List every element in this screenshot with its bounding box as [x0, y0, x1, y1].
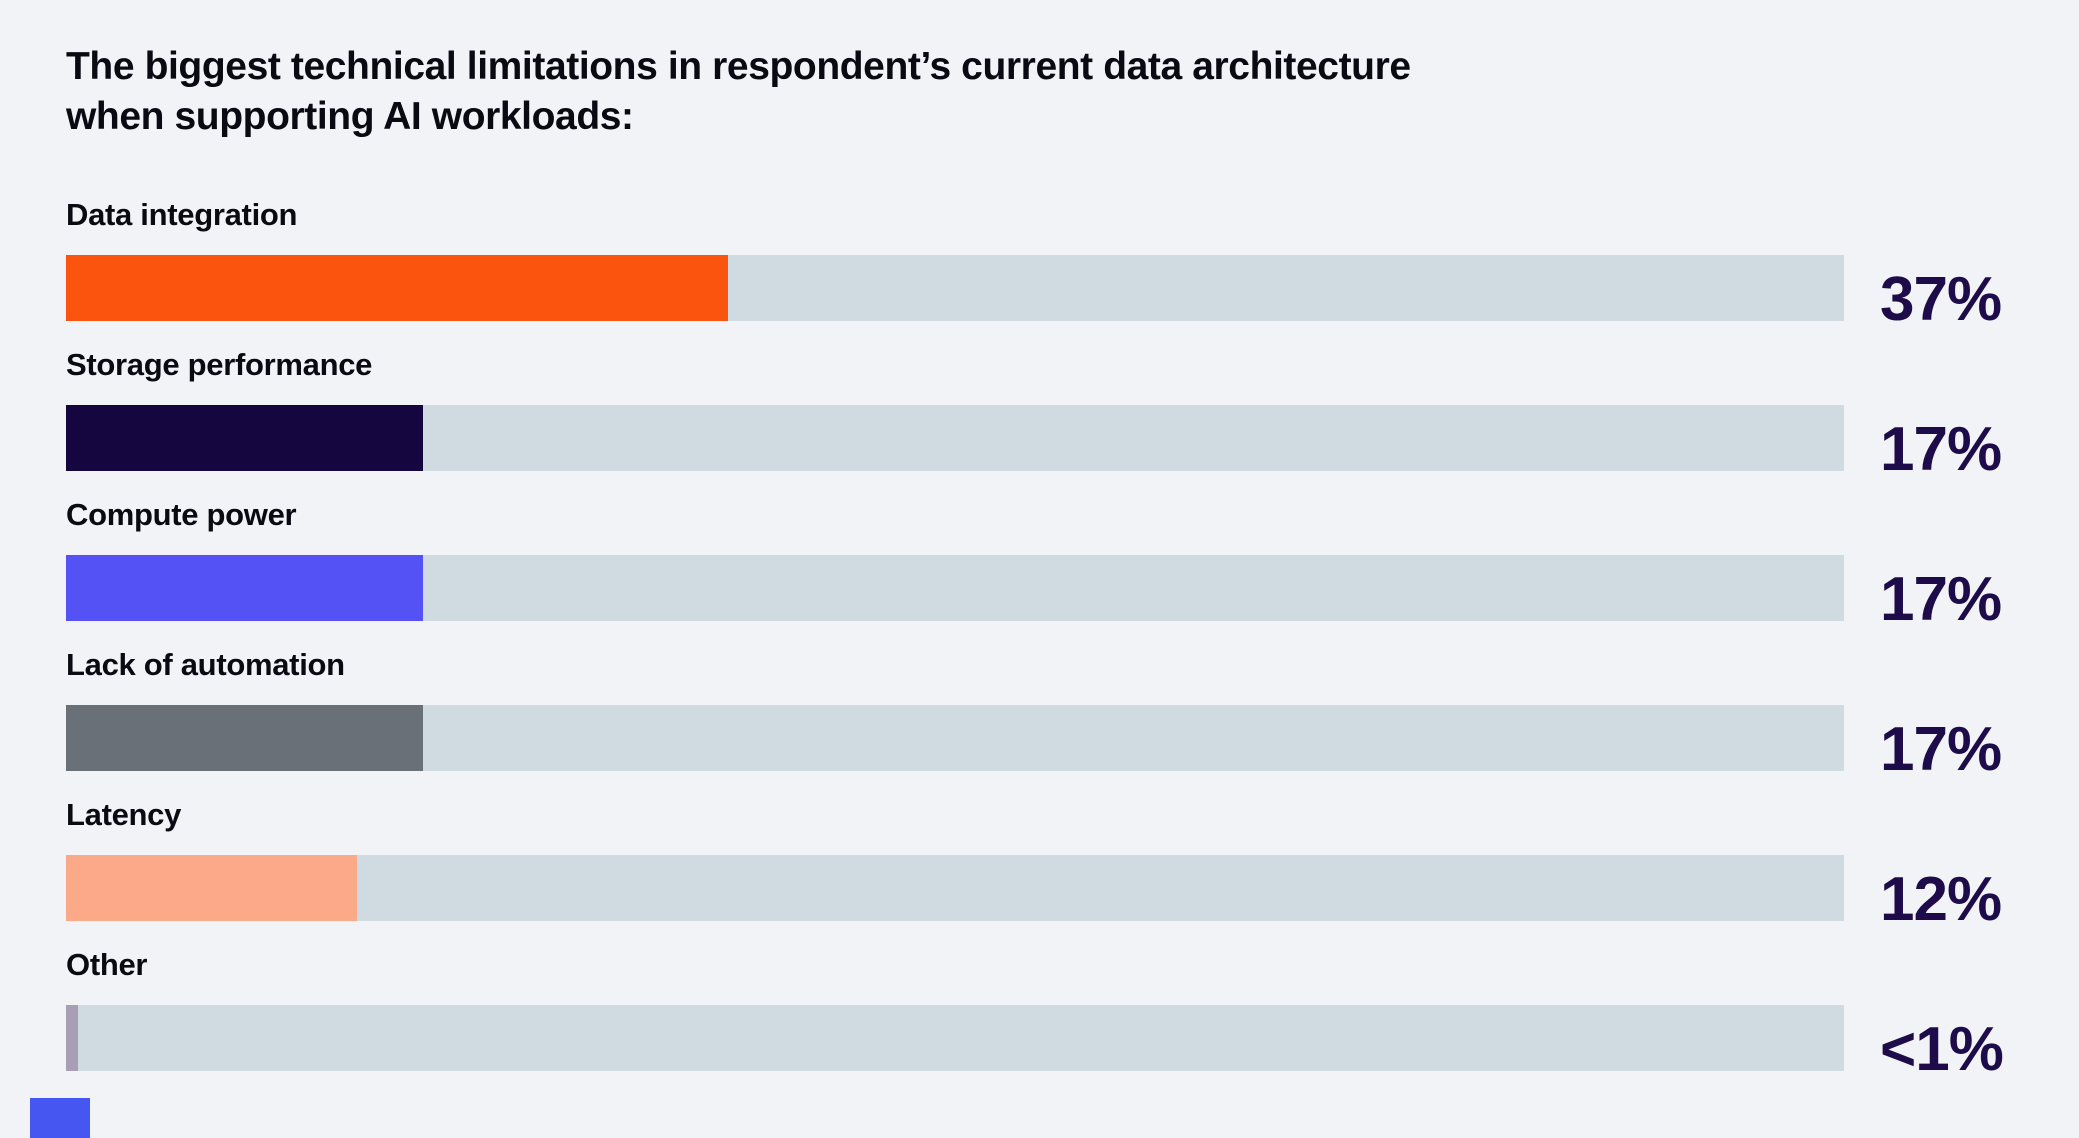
bar-row: Storage performance 17%: [66, 347, 2079, 484]
bar-value: 37%: [1880, 265, 2002, 334]
bar-fill: [66, 254, 729, 321]
bar-label: Data integration: [66, 197, 298, 232]
bar-track: [66, 704, 1844, 771]
bar-row: Data integration 37%: [66, 197, 2079, 334]
bar-track: [66, 254, 1844, 321]
bar-track: [66, 1004, 1844, 1071]
bar-row: Compute power 17%: [66, 497, 2079, 634]
bar-row: Latency 12%: [66, 797, 2079, 934]
bar-fill: [66, 704, 424, 771]
partial-logo-block: [30, 1098, 90, 1138]
bar-fill: [66, 854, 358, 921]
bar-value: 17%: [1880, 565, 2002, 634]
bar-value: 12%: [1880, 865, 2002, 934]
bar-fill: [66, 1004, 79, 1071]
bar-label: Other: [66, 947, 148, 982]
bar-track: [66, 854, 1844, 921]
bar-label: Compute power: [66, 497, 297, 532]
bar-track: [66, 404, 1844, 471]
bar-value: 17%: [1880, 715, 2002, 784]
bar-label: Storage performance: [66, 347, 373, 382]
bar-row: Lack of automation 17%: [66, 647, 2079, 784]
chart-title-line1: The biggest technical limitations in res…: [66, 45, 1411, 88]
bar-value: 17%: [1880, 415, 2002, 484]
bar-fill: [66, 554, 424, 621]
chart-title-line2: when supporting AI workloads:: [66, 95, 634, 138]
bar-row: Other <1%: [66, 947, 2079, 1084]
chart-title: The biggest technical limitations in res…: [66, 42, 2079, 142]
bar-track: [66, 554, 1844, 621]
chart-container: The biggest technical limitations in res…: [66, 42, 2079, 1084]
bar-value: <1%: [1880, 1015, 2004, 1084]
bar-label: Lack of automation: [66, 647, 345, 682]
bar-fill: [66, 404, 424, 471]
bar-label: Latency: [66, 797, 182, 832]
